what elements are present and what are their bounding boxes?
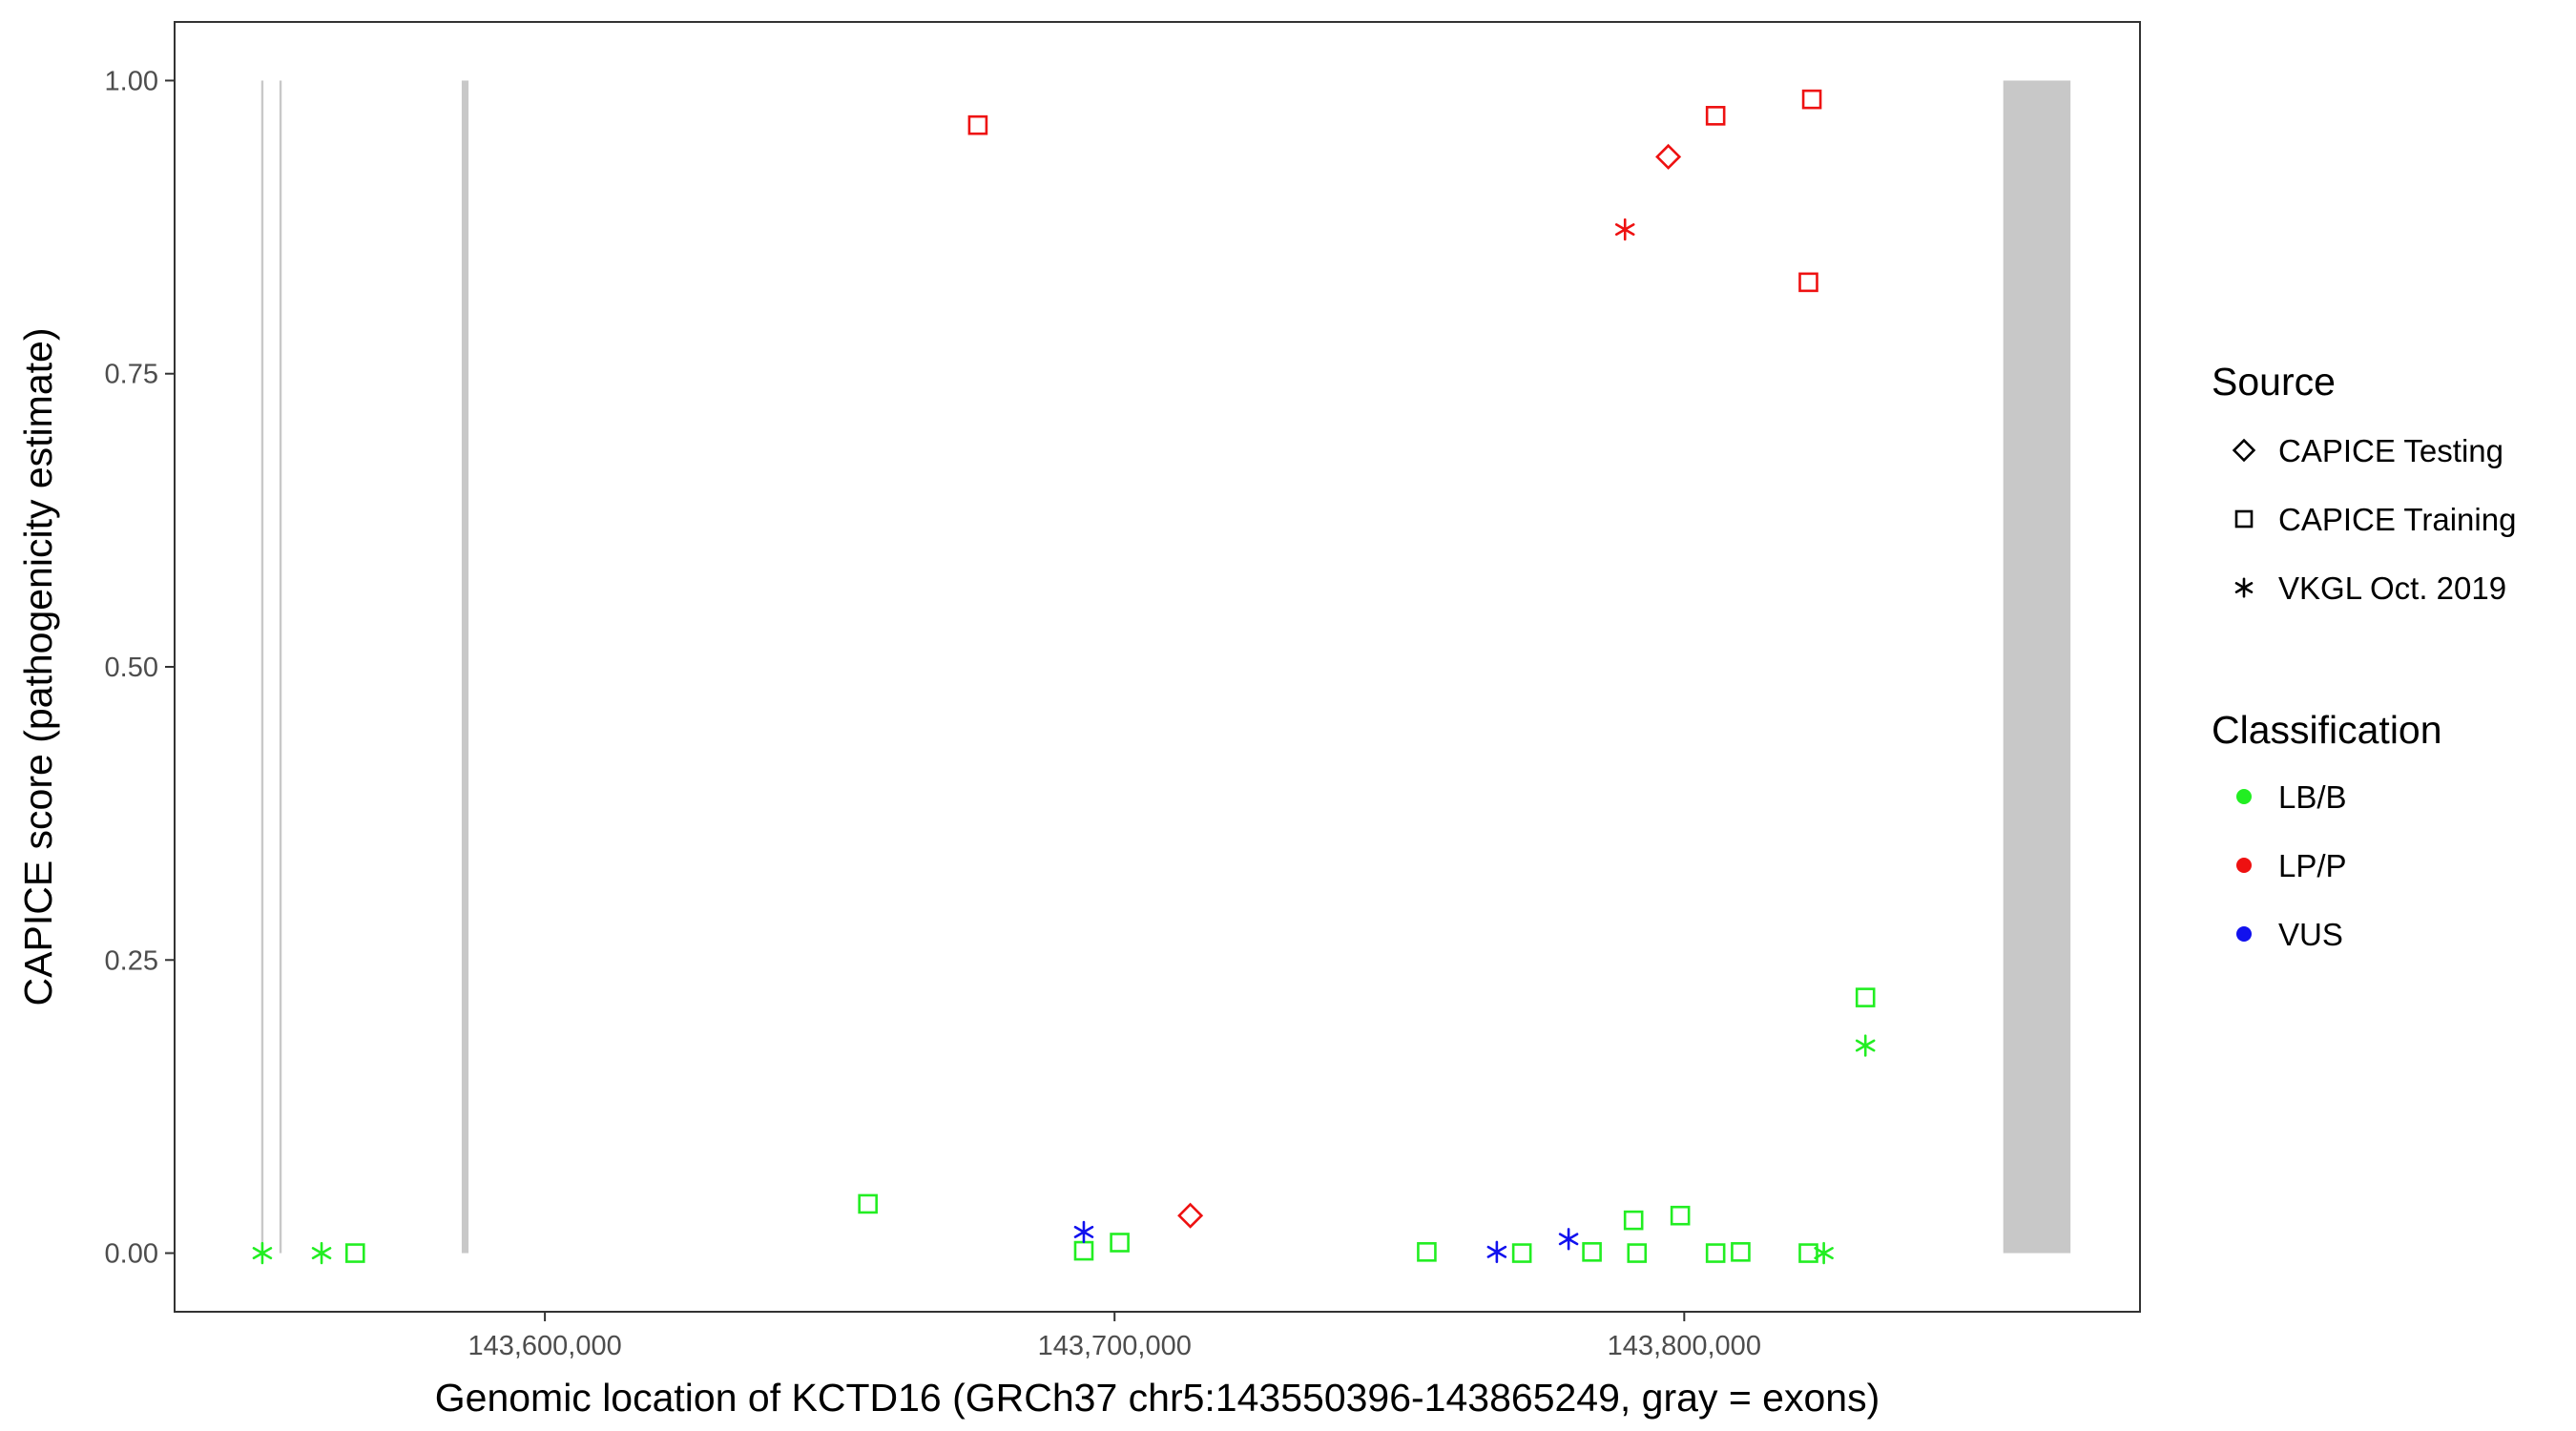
exon-band — [279, 80, 282, 1254]
legend-title-classification: Classification — [2212, 708, 2442, 752]
legend-label: LB/B — [2278, 779, 2347, 815]
data-point — [1705, 1243, 1726, 1263]
y-tick-label: 0.00 — [105, 1239, 158, 1270]
legend-key-asterisk — [2234, 577, 2254, 598]
data-point — [1582, 1242, 1602, 1262]
data-point — [252, 1241, 273, 1265]
legend-key-dot — [2236, 926, 2252, 942]
data-point — [1558, 1228, 1579, 1251]
data-point — [1798, 1243, 1818, 1263]
data-point — [1110, 1233, 1130, 1253]
legend-label: CAPICE Training — [2278, 502, 2516, 537]
data-point — [1670, 1205, 1691, 1226]
data-point — [1614, 218, 1635, 241]
legend-key-dot — [2236, 858, 2252, 873]
data-point — [1417, 1242, 1437, 1262]
data-point — [1511, 1243, 1532, 1263]
data-point — [1073, 1220, 1094, 1244]
data-point — [967, 114, 988, 135]
data-point — [1855, 987, 1876, 1007]
exon-band — [2003, 80, 2071, 1254]
x-axis-title: Genomic location of KCTD16 (GRCh37 chr5:… — [435, 1376, 1880, 1420]
points-layer — [252, 89, 1876, 1265]
legend-key-diamond — [2232, 438, 2256, 463]
legend-key-square — [2234, 509, 2254, 529]
legend: Source CAPICE Testing CAPICE Training VKGL … — [2212, 360, 2516, 952]
data-point — [1486, 1240, 1507, 1263]
data-point — [1855, 1034, 1876, 1057]
data-point — [1177, 1202, 1204, 1229]
legend-label: CAPICE Testing — [2278, 433, 2503, 468]
data-point — [1655, 143, 1682, 170]
data-point — [1798, 272, 1818, 293]
data-point — [1627, 1243, 1648, 1263]
exons-layer — [260, 80, 2071, 1254]
data-point — [1623, 1210, 1644, 1231]
y-tick-label: 0.50 — [105, 653, 158, 683]
data-point — [1731, 1242, 1751, 1262]
legend-label: LP/P — [2278, 848, 2347, 883]
legend-label: VKGL Oct. 2019 — [2278, 570, 2506, 606]
legend-title-source: Source — [2212, 360, 2336, 404]
exon-band — [461, 80, 469, 1254]
legend-label: VUS — [2278, 917, 2343, 952]
y-axis-title: CAPICE score (pathogenicity estimate) — [16, 328, 60, 1006]
x-tick-label: 143,800,000 — [1608, 1331, 1761, 1361]
y-tick-label: 0.25 — [105, 945, 158, 976]
y-tick-label: 0.75 — [105, 360, 158, 390]
data-point — [311, 1241, 332, 1265]
legend-key-dot — [2236, 789, 2252, 804]
plot-background — [175, 22, 2140, 1312]
y-axis: 0.00 0.25 0.50 0.75 1.00 — [105, 66, 175, 1270]
data-point — [1705, 106, 1726, 126]
data-point — [858, 1193, 878, 1214]
data-point — [1814, 1241, 1834, 1265]
x-tick-label: 143,600,000 — [467, 1331, 621, 1361]
y-tick-label: 1.00 — [105, 66, 158, 96]
exon-band — [260, 80, 264, 1254]
x-axis: 143,600,000 143,700,000 143,800,000 — [467, 1312, 1761, 1361]
data-point — [344, 1243, 365, 1263]
x-tick-label: 143,700,000 — [1038, 1331, 1192, 1361]
data-point — [1801, 89, 1822, 110]
